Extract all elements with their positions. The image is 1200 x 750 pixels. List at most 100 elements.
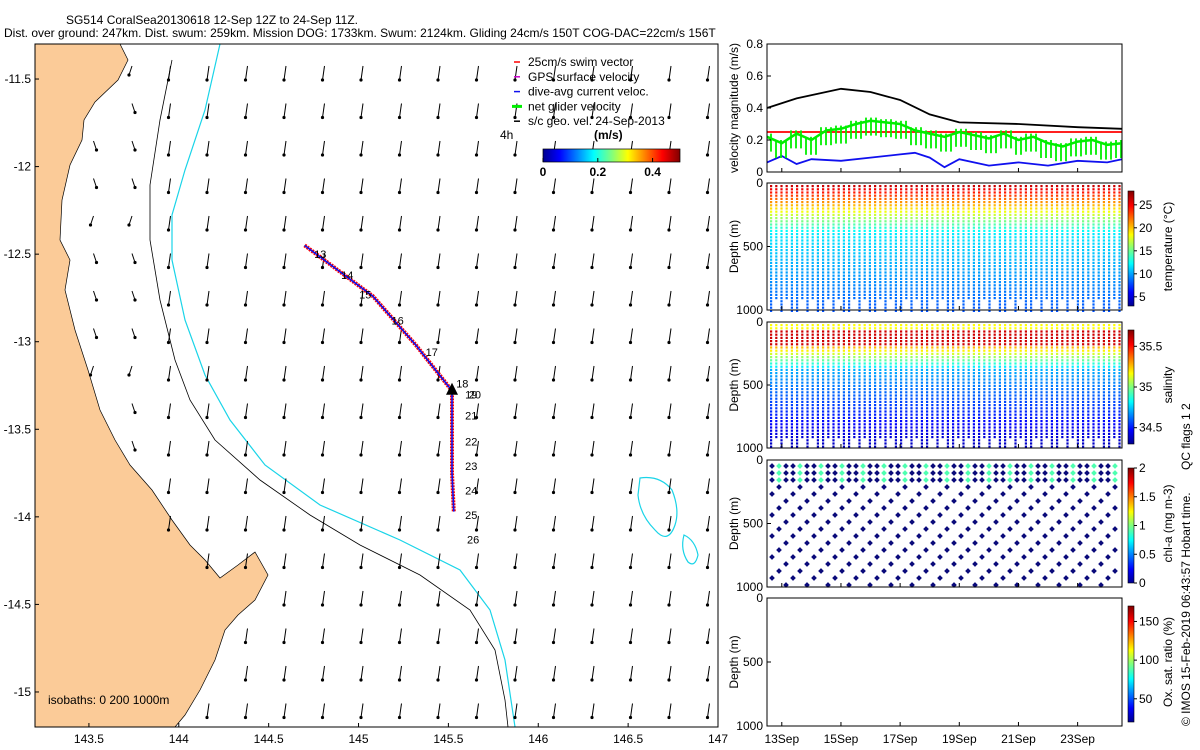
current-arrow — [322, 140, 325, 156]
profile-sample — [1087, 242, 1090, 245]
profile-sample — [936, 356, 939, 359]
profile-sample — [827, 381, 830, 384]
current-arrow-head — [243, 78, 248, 82]
profile-sample — [915, 410, 918, 413]
profile-sample — [806, 194, 809, 197]
profile-sample — [967, 217, 970, 220]
profile-sample — [770, 391, 773, 394]
profile-sample — [879, 356, 882, 359]
profile-sample — [1076, 204, 1079, 207]
profile-sample — [848, 426, 851, 429]
profile-sample — [920, 384, 923, 387]
current-arrow-head — [590, 340, 594, 345]
profile-sample — [894, 349, 897, 352]
profile-sample — [780, 287, 783, 290]
current-arrow-head — [320, 190, 325, 195]
profile-sample — [775, 394, 778, 397]
profile-sample — [858, 445, 861, 448]
profile-sample — [785, 362, 788, 365]
profile-sample — [910, 268, 913, 271]
profile-sample — [848, 213, 851, 216]
profile-sample — [1019, 217, 1022, 220]
profile-sample — [853, 287, 856, 290]
profile-sample — [796, 188, 799, 191]
profile-sample — [1076, 239, 1079, 242]
profile-sample — [972, 303, 975, 306]
profile-sample — [1040, 226, 1043, 229]
profile-sample — [957, 220, 960, 223]
profile-sample — [894, 423, 897, 426]
profile-sample — [780, 381, 783, 384]
profile-sample — [894, 281, 897, 284]
profile-sample — [858, 239, 861, 242]
profile-sample — [1056, 265, 1059, 268]
profile-sample — [837, 416, 840, 419]
profile-sample — [1097, 207, 1100, 210]
profile-sample — [874, 284, 877, 287]
profile-sample — [837, 346, 840, 349]
profile-sample — [1056, 213, 1059, 216]
profile-sample — [941, 381, 944, 384]
profile-sample — [827, 378, 830, 381]
profile-sample — [842, 210, 845, 213]
profile-sample — [858, 268, 861, 271]
panel-ylabel: velocity magnitude (m/s) — [727, 43, 741, 173]
profile-sample — [889, 365, 892, 368]
profile-sample — [1040, 233, 1043, 236]
profile-sample — [837, 336, 840, 339]
current-arrow-head — [320, 453, 325, 457]
profile-sample — [1045, 185, 1048, 188]
profile-sample — [1035, 197, 1038, 200]
profile-sample — [998, 255, 1001, 258]
profile-sample — [931, 271, 934, 274]
current-arrow-head — [166, 228, 171, 232]
profile-sample — [863, 245, 866, 248]
profile-sample — [1024, 197, 1027, 200]
profile-sample — [770, 258, 773, 261]
profile-sample — [801, 191, 804, 194]
profile-sample — [1066, 191, 1069, 194]
profile-sample — [1097, 271, 1100, 274]
profile-sample — [1071, 204, 1074, 207]
current-arrow-head — [590, 190, 594, 195]
profile-sample — [920, 197, 923, 200]
profile-sample — [900, 432, 903, 435]
profile-sample — [972, 359, 975, 362]
profile-sample — [900, 365, 903, 368]
profile-sample — [967, 416, 970, 419]
profile-sample — [879, 194, 882, 197]
profile-sample — [1087, 265, 1090, 268]
current-arrow-head — [513, 640, 517, 645]
profile-sample — [1014, 249, 1017, 252]
profile-sample — [858, 293, 861, 296]
profile-sample — [952, 445, 955, 448]
current-arrow-head — [436, 378, 440, 382]
profile-sample — [983, 249, 986, 252]
profile-sample — [853, 252, 856, 255]
profile-sample — [910, 416, 913, 419]
profile-sample — [790, 204, 793, 207]
profile-sample — [900, 207, 903, 210]
profile-sample — [842, 420, 845, 423]
profile-sample — [1066, 287, 1069, 290]
profile-sample — [1092, 191, 1095, 194]
profile-sample — [998, 226, 1001, 229]
profile-sample — [1108, 197, 1111, 200]
profile-sample — [1113, 277, 1116, 280]
profile-sample — [806, 439, 809, 442]
profile-sample — [827, 217, 830, 220]
profile-sample — [1004, 185, 1007, 188]
profile-sample — [941, 413, 944, 416]
profile-sample — [827, 194, 830, 197]
current-arrow — [514, 703, 518, 718]
profile-sample — [967, 207, 970, 210]
profile-sample — [1071, 245, 1074, 248]
profile-sample — [1050, 300, 1053, 303]
current-arrow — [283, 515, 287, 531]
profile-sample — [811, 359, 814, 362]
profile-sample — [790, 261, 793, 264]
profile-sample — [983, 340, 986, 343]
profile-sample — [801, 204, 804, 207]
profile-sample — [926, 265, 929, 268]
profile-sample — [905, 242, 908, 245]
